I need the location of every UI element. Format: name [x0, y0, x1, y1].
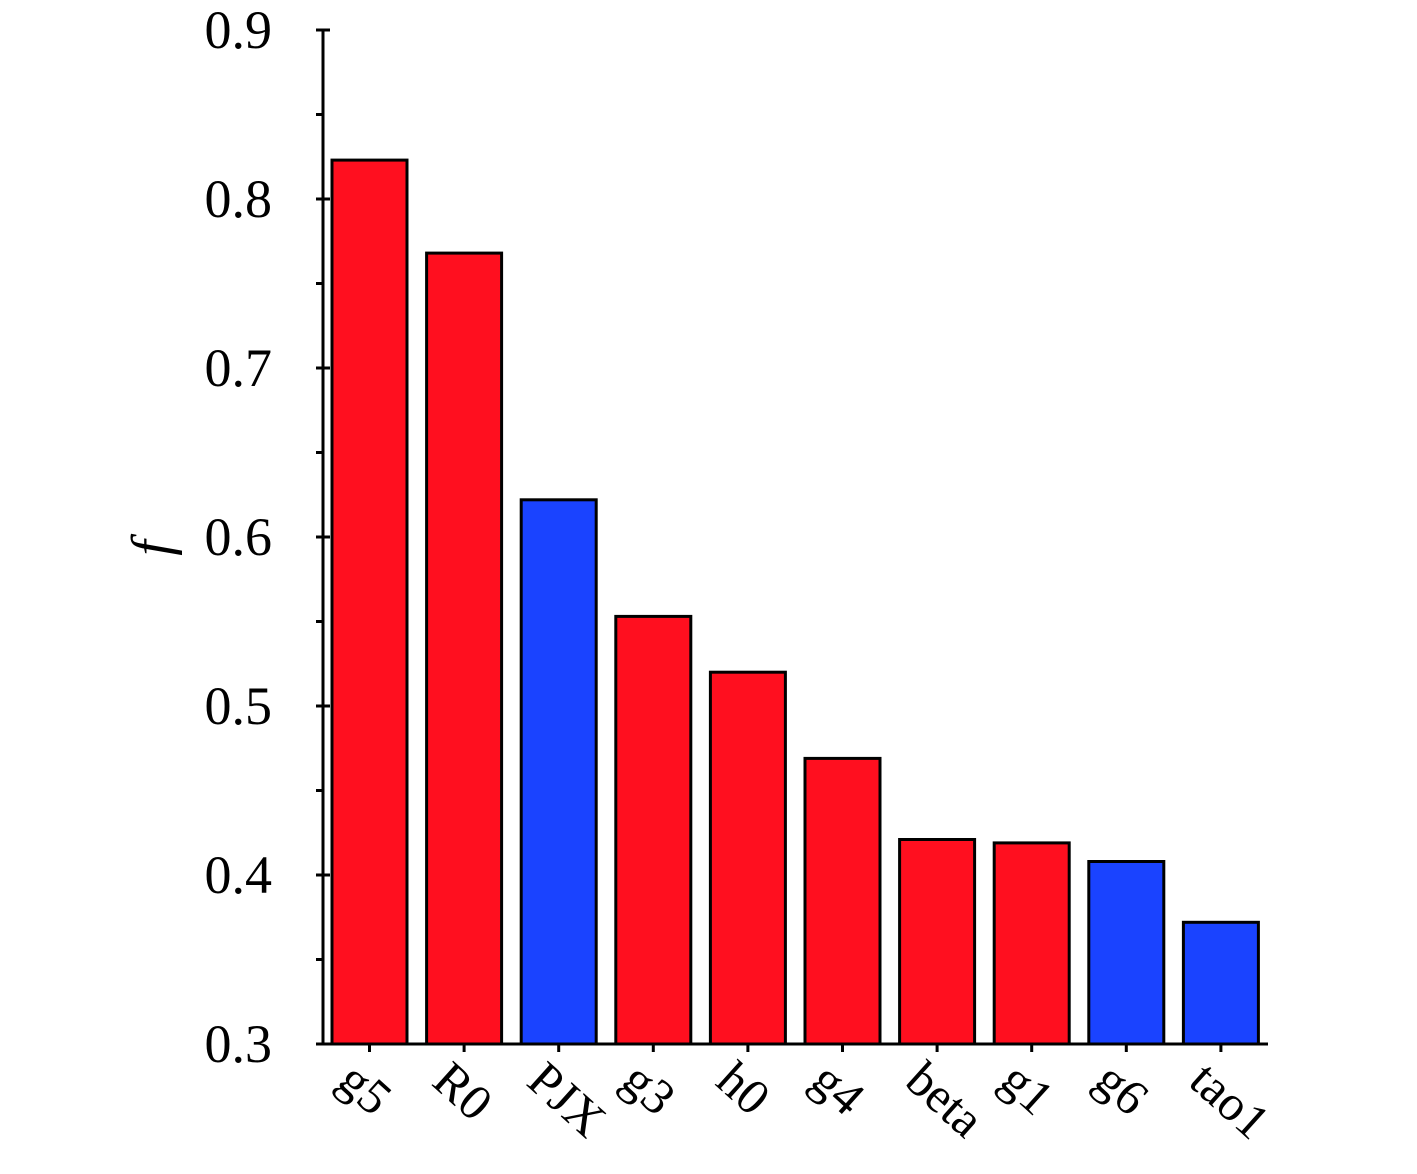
- x-tick-label-g6: g6: [1085, 1051, 1160, 1126]
- x-tick-label-g3: g3: [612, 1051, 687, 1126]
- x-tick-label-g1: g1: [990, 1051, 1065, 1126]
- bar-tao1: [1181, 920, 1260, 1046]
- bar-g6: [1087, 860, 1166, 1046]
- bar-g5: [330, 158, 409, 1046]
- bar-r0: [425, 251, 504, 1046]
- y-axis-label: f: [121, 533, 183, 556]
- y-tick-label: 0.5: [205, 676, 273, 736]
- bar-g4: [803, 756, 882, 1046]
- x-tick-label-tao1: tao1: [1180, 1051, 1281, 1150]
- x-tick-label-pjx: PJX: [517, 1051, 616, 1148]
- x-tick-label-g5: g5: [328, 1051, 403, 1126]
- bar-beta: [898, 838, 977, 1046]
- y-tick-label: 0.8: [205, 169, 273, 229]
- x-tick-label-beta: beta: [896, 1051, 995, 1148]
- bar-h0: [708, 670, 787, 1046]
- bar-g3: [614, 614, 693, 1046]
- y-tick-label: 0.9: [205, 0, 273, 60]
- x-tick-label-h0: h0: [707, 1051, 782, 1126]
- bars-group: [330, 158, 1260, 1046]
- y-tick-label: 0.4: [205, 845, 273, 905]
- bar-pjx: [519, 498, 598, 1046]
- y-tick-label: 0.7: [205, 338, 273, 398]
- bar-g1: [992, 841, 1071, 1046]
- x-tick-label-r0: R0: [423, 1051, 504, 1132]
- x-tick-label-g4: g4: [801, 1051, 876, 1126]
- y-ticks-group: 0.3 0.4 0.5 0.6 0.7 0.8 0.9: [205, 0, 330, 1074]
- y-tick-label: 0.3: [205, 1014, 273, 1074]
- y-tick-label: 0.6: [205, 507, 273, 567]
